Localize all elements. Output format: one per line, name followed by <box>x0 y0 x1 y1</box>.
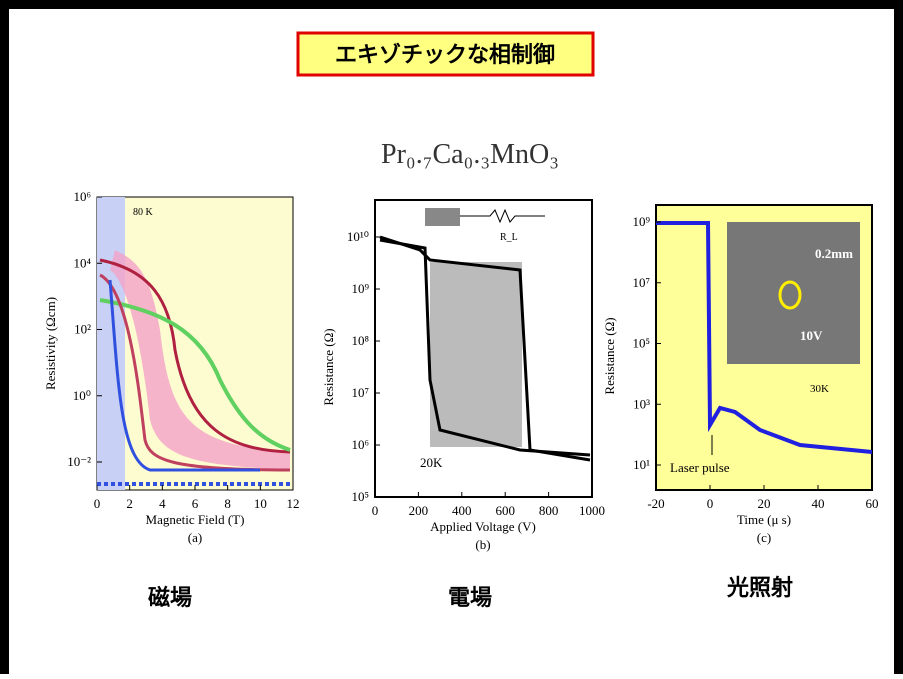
y-tick-label: 10³ <box>633 396 650 411</box>
y-tick-label: 10⁵ <box>351 489 369 504</box>
x-tick-label: 2 <box>126 496 133 511</box>
y-tick-label: 10⁻² <box>67 454 91 469</box>
panel-label: 磁場 <box>148 585 192 611</box>
x-tick-label: 0 <box>94 496 101 511</box>
y-tick-label: 10⁶ <box>351 437 369 452</box>
title: エキゾチックな相制御 <box>335 42 555 68</box>
x-tick-label: 6 <box>192 496 199 511</box>
annotation: R_L <box>500 232 518 243</box>
x-tick-label: 400 <box>452 503 472 518</box>
x-tick-label: -20 <box>647 496 664 511</box>
y-tick-label: 10⁶ <box>73 189 91 204</box>
x-tick-label: 8 <box>224 496 231 511</box>
annotation: 30K <box>810 383 829 395</box>
annotation: 20K <box>420 455 443 470</box>
caption: (c) <box>757 530 771 545</box>
y-axis-label: Resistance (Ω) <box>602 317 617 394</box>
x-tick-label: 40 <box>812 496 825 511</box>
annotation: 10V <box>800 328 823 343</box>
y-axis-label: Resistivity (Ωcm) <box>43 297 58 390</box>
x-axis-label: Magnetic Field (T) <box>146 512 245 527</box>
inset-image <box>727 222 860 364</box>
x-tick-label: 0 <box>372 503 379 518</box>
y-tick-label: 10¹⁰ <box>347 229 369 244</box>
y-axis-label: Resistance (Ω) <box>321 328 336 405</box>
caption: (b) <box>475 537 490 552</box>
y-tick-label: 10⁹ <box>632 214 650 229</box>
x-tick-label: 200 <box>409 503 429 518</box>
panel-label: 電場 <box>448 586 492 611</box>
x-tick-label: 800 <box>539 503 559 518</box>
caption: (a) <box>188 530 202 545</box>
y-tick-label: 10⁹ <box>351 281 369 296</box>
y-tick-label: 10¹ <box>633 457 650 472</box>
slide: エキゾチックな相制御 Pr₀.₇Ca₀.₃MnO₃ 0.2mm 10V 30K … <box>0 0 903 674</box>
x-tick-label: 12 <box>287 496 300 511</box>
x-axis-label: Time (μ s) <box>737 512 791 527</box>
x-tick-label: 60 <box>866 496 879 511</box>
x-tick-label: 4 <box>159 496 166 511</box>
y-tick-label: 10⁴ <box>73 255 91 270</box>
x-tick-label: 600 <box>495 503 515 518</box>
y-tick-label: 10⁸ <box>351 333 369 348</box>
y-tick-label: 10⁰ <box>73 388 91 403</box>
y-tick-label: 10⁷ <box>351 385 369 400</box>
y-tick-label: 10² <box>74 322 91 337</box>
device-icon <box>425 208 460 226</box>
y-tick-label: 10⁷ <box>632 275 650 290</box>
formula: Pr₀.₇Ca₀.₃MnO₃ <box>381 139 559 170</box>
x-tick-label: 10 <box>254 496 267 511</box>
annotation: Laser pulse <box>670 460 730 475</box>
region <box>97 197 125 490</box>
x-tick-label: 20 <box>758 496 771 511</box>
x-tick-label: 0 <box>707 496 714 511</box>
x-tick-label: 1000 <box>579 503 605 518</box>
annotation: 0.2mm <box>815 246 853 261</box>
y-tick-label: 10⁵ <box>632 336 650 351</box>
panel-label: 光照射 <box>726 575 793 601</box>
x-axis-label: Applied Voltage (V) <box>430 519 536 534</box>
region <box>430 262 522 447</box>
annotation: 80 K <box>133 207 154 218</box>
